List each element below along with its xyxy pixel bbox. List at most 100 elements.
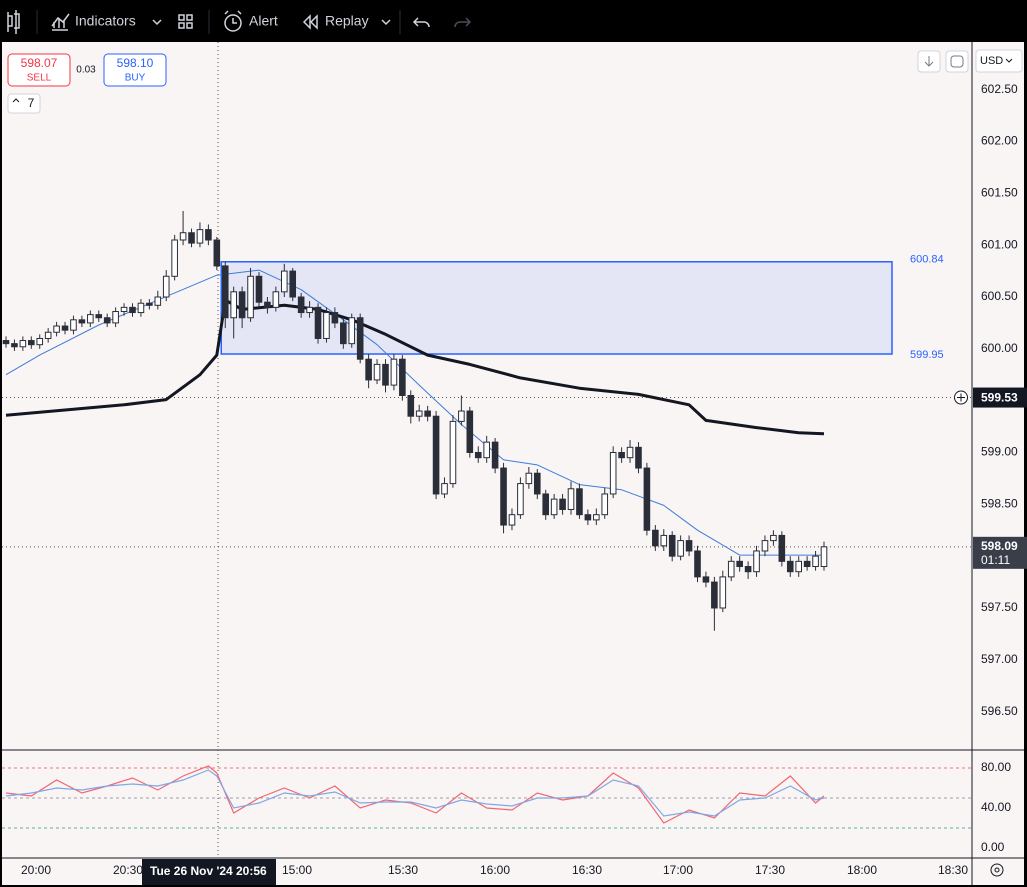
candle-body (247, 275, 254, 319)
candle-body (449, 420, 457, 485)
candle-body (744, 566, 752, 573)
candle-body (567, 488, 575, 511)
chevron (152, 19, 162, 26)
candle-body (348, 317, 356, 345)
interval-badge[interactable]: 7 (7, 93, 41, 114)
candle-body (441, 483, 448, 495)
undo-button[interactable] (412, 17, 430, 28)
candle-body (280, 270, 288, 293)
chart-type-button[interactable] (7, 10, 20, 34)
alert-icon (224, 14, 242, 32)
alert-label: Alert (249, 13, 278, 29)
replay-button[interactable]: Replay (302, 13, 391, 30)
candle-body (53, 325, 60, 333)
currency-box (975, 49, 1023, 73)
candle-body (36, 337, 44, 346)
last-price-box (973, 536, 1027, 569)
grid-icon (178, 22, 185, 29)
indicator-line (5, 298, 825, 436)
y-tick-label: 40.00 (981, 800, 1011, 814)
candle-body (2, 340, 10, 345)
candle-body (407, 394, 415, 417)
candle-body (584, 514, 592, 521)
indicators-button[interactable]: Indicators (51, 13, 162, 31)
fullscreen-button[interactable] (945, 50, 969, 73)
crosshair-price-label: 599.53 (981, 391, 1018, 405)
candle-body (491, 441, 499, 469)
candle-body (770, 534, 777, 542)
candle-body (390, 358, 398, 386)
grid-icon (186, 14, 193, 21)
candle-body (373, 363, 381, 381)
candle-body (626, 446, 634, 459)
y-tick-label: 80.00 (981, 760, 1011, 774)
y-tick-label: 597.50 (981, 600, 1018, 614)
replay-icon (302, 14, 318, 30)
x-tick-label: 16:00 (480, 863, 510, 877)
indicators-icon (51, 13, 70, 31)
x-tick-label: 20:30 (113, 863, 143, 877)
candle-body (424, 410, 431, 417)
candle-body (103, 317, 111, 324)
candle-body (188, 232, 195, 244)
candle-body (517, 483, 524, 516)
y-tick-label: 599.00 (981, 445, 1018, 459)
candle-body (340, 322, 347, 345)
candle-body (382, 363, 389, 386)
candle-body (331, 312, 339, 324)
buy-button[interactable]: 598.10 BUY (103, 53, 167, 87)
candle-body (820, 546, 828, 568)
candle-body (95, 314, 103, 319)
top-right-controls: USD (917, 49, 1023, 73)
chevron (381, 19, 391, 26)
plot: 602.50 602.00 601.50 601.00 600.50 600.00 599.… (2, 42, 1027, 885)
candle-body (694, 550, 701, 578)
candle-body (365, 358, 372, 381)
crosshair-date: Tue 26 Nov '24 (150, 864, 233, 878)
candle-body (660, 534, 668, 547)
replay-label: Replay (325, 13, 369, 29)
arrow-icon (924, 56, 934, 67)
countdown-label: 01:11 (981, 553, 1010, 567)
candle-body (812, 555, 819, 568)
candle-body (78, 319, 86, 324)
buy-box (103, 53, 167, 87)
candle-body (677, 540, 684, 557)
sell-box (7, 53, 71, 87)
sell-button[interactable]: 598.07 SELL (7, 53, 71, 87)
candle-body (137, 302, 145, 314)
candle-body (19, 340, 27, 348)
crosshair-price-box (973, 387, 1027, 408)
candle-body (306, 306, 313, 314)
redo-button[interactable] (454, 17, 472, 28)
candle-body (27, 340, 35, 346)
alert-button[interactable]: Alert (224, 10, 278, 32)
candle-body (356, 317, 364, 360)
buy-label: BUY (125, 73, 146, 84)
candle-body (778, 534, 786, 562)
candle-body (323, 312, 330, 339)
currency-label: USD (980, 55, 1003, 67)
spread: 0.03 (76, 65, 96, 76)
badge-text: 7 (28, 96, 35, 110)
rsi-line (5, 765, 825, 824)
settings-button[interactable] (990, 863, 1004, 877)
candle-body (727, 560, 735, 578)
candle-body (550, 498, 558, 516)
candle-body (264, 301, 271, 308)
x-tick-label: 20:00 (21, 863, 51, 877)
rsi-line (5, 769, 825, 817)
candle-body (297, 296, 305, 314)
currency-button[interactable]: USD (975, 49, 1023, 73)
candle-body (803, 560, 811, 568)
x-tick-label: 16:30 (572, 863, 602, 877)
y-tick-label: 600.00 (981, 341, 1018, 355)
candle-body (593, 514, 600, 521)
layouts-button[interactable] (178, 14, 193, 29)
toolbar: Indicators Alert Replay (7, 10, 472, 34)
alert-icon-hands (224, 10, 242, 24)
y-tick-label: 596.50 (981, 704, 1018, 718)
candle-body (685, 540, 693, 552)
candle-body (205, 229, 212, 241)
